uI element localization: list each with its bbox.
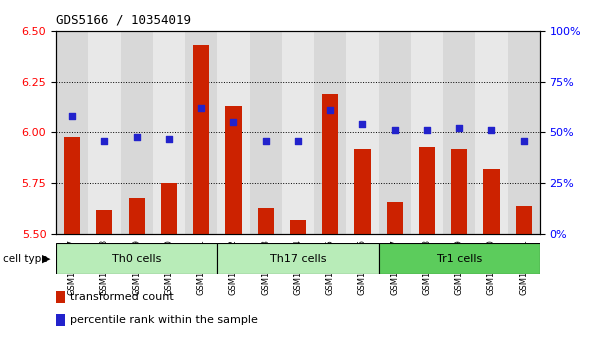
Bar	[476, 31, 507, 234]
Text: Th17 cells: Th17 cells	[270, 254, 326, 264]
Text: Th0 cells: Th0 cells	[112, 254, 162, 264]
Point	[229, 119, 238, 125]
Text: ▶: ▶	[42, 254, 50, 264]
Bar	[346, 31, 379, 234]
Point	[100, 138, 109, 143]
Point	[422, 127, 432, 133]
Bar	[161, 183, 177, 234]
Text: cell type: cell type	[3, 254, 48, 264]
Bar	[411, 31, 443, 234]
Bar	[193, 45, 209, 234]
Bar	[379, 31, 411, 234]
Bar	[386, 201, 403, 234]
Text: GDS5166 / 10354019: GDS5166 / 10354019	[56, 14, 191, 27]
Text: percentile rank within the sample: percentile rank within the sample	[70, 315, 257, 325]
Text: Tr1 cells: Tr1 cells	[437, 254, 482, 264]
Text: transformed count: transformed count	[70, 292, 173, 302]
Point	[519, 138, 529, 143]
Bar	[419, 147, 435, 234]
Point	[132, 134, 142, 139]
Point	[454, 126, 464, 131]
Bar	[290, 220, 306, 234]
Bar	[217, 31, 250, 234]
Bar	[258, 208, 274, 234]
Point	[261, 138, 270, 143]
Bar	[56, 31, 88, 234]
Bar	[120, 31, 153, 234]
Bar	[507, 31, 540, 234]
Bar	[483, 169, 500, 234]
Bar	[250, 31, 282, 234]
Bar	[322, 94, 338, 234]
Point	[67, 113, 77, 119]
Bar	[56, 291, 65, 303]
Bar	[88, 31, 120, 234]
Bar	[379, 243, 540, 274]
Bar	[64, 136, 80, 234]
Point	[164, 136, 173, 142]
Bar	[217, 243, 379, 274]
Point	[196, 105, 206, 111]
Point	[326, 107, 335, 113]
Bar	[56, 243, 217, 274]
Bar	[516, 206, 532, 234]
Bar	[443, 31, 476, 234]
Bar	[96, 210, 113, 234]
Point	[358, 122, 367, 127]
Bar	[185, 31, 217, 234]
Point	[293, 138, 303, 143]
Point	[487, 127, 496, 133]
Bar	[153, 31, 185, 234]
Bar	[282, 31, 314, 234]
Bar	[355, 149, 371, 234]
Bar	[56, 314, 65, 326]
Point	[390, 127, 399, 133]
Bar	[129, 197, 145, 234]
Bar	[451, 149, 467, 234]
Bar	[314, 31, 346, 234]
Bar	[225, 106, 241, 234]
